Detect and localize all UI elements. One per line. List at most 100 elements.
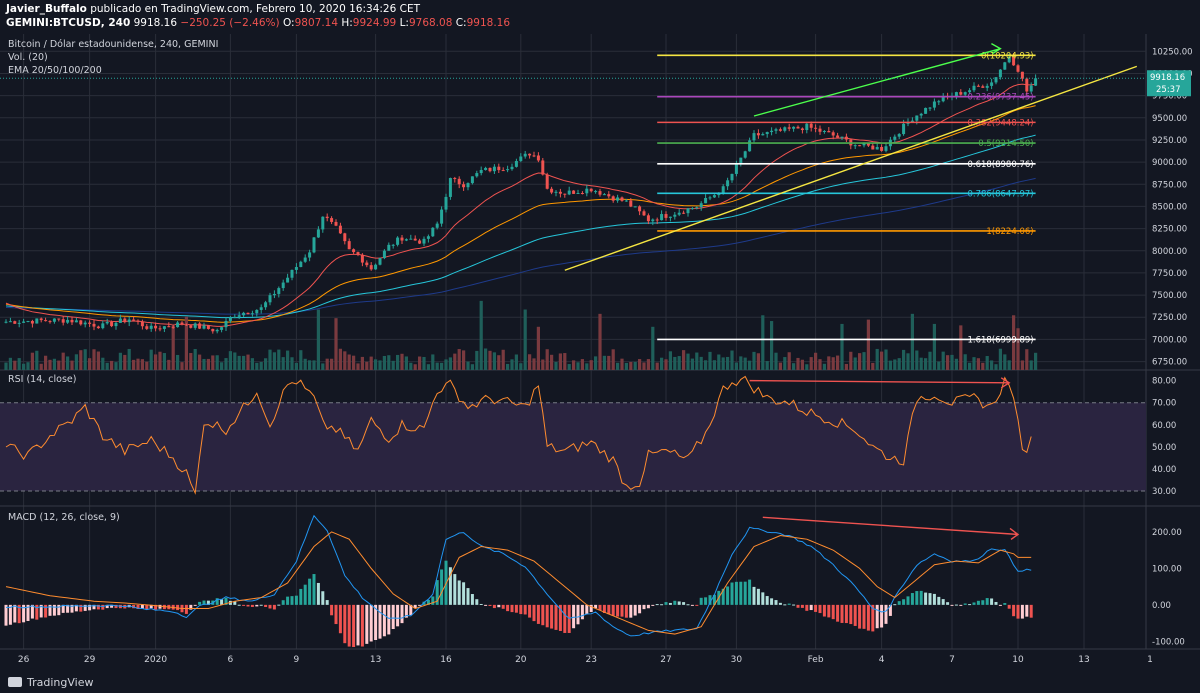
volume-bar [1007, 360, 1011, 370]
x-tick-label: 16 [440, 655, 452, 665]
candle-body [690, 208, 694, 210]
volume-bar [910, 313, 914, 370]
volume-bar [70, 360, 74, 370]
macd-histogram-bar [431, 596, 435, 605]
macd-histogram-bar [44, 604, 48, 618]
author-name[interactable]: Javier_Buffalo [6, 3, 87, 15]
candle-body [528, 153, 532, 156]
volume-bar [154, 354, 158, 370]
volume-bar [963, 354, 967, 370]
macd-histogram-bar [479, 603, 483, 605]
candle-body [514, 160, 518, 167]
macd-histogram-bar [184, 604, 188, 614]
volume-bar [259, 361, 263, 370]
volume-bar [611, 349, 615, 370]
price-tick-label: 6750.00 [1152, 358, 1187, 368]
volume-bar [242, 355, 246, 370]
candle-body [651, 219, 655, 222]
rsi-line [5, 375, 1032, 495]
macd-histogram-bar [822, 604, 826, 617]
volume-bar [730, 350, 734, 370]
macd-divergence-arrowhead [1009, 527, 1020, 541]
candle-body [567, 190, 571, 195]
candle-body [61, 319, 65, 323]
price-badge [1147, 70, 1191, 97]
macd-histogram-bar [101, 604, 105, 610]
candle-body [563, 193, 567, 195]
candle-body [655, 219, 659, 221]
volume-bar [831, 357, 835, 370]
candle-body [321, 216, 325, 230]
volume-bar [88, 358, 92, 370]
candle-body [325, 216, 329, 219]
macd-histogram-bar [48, 604, 52, 616]
volume-bar [374, 359, 378, 370]
volume-bar [954, 358, 958, 370]
macd-histogram-bar [220, 599, 224, 605]
macd-histogram-bar [633, 604, 637, 616]
macd-histogram-bar [132, 604, 136, 609]
rsi-tick-label: 30.00 [1152, 487, 1176, 497]
volume-bar [558, 353, 562, 370]
candle-body [616, 197, 620, 201]
volume-bar [211, 355, 215, 370]
volume-bar [334, 318, 338, 370]
candle-body [1007, 56, 1011, 63]
candle-body [52, 318, 56, 322]
volume-bar [998, 348, 1002, 370]
candle-body [994, 77, 998, 83]
volume-bar [1016, 328, 1020, 370]
candle-body [277, 288, 281, 294]
volume-bar [550, 354, 554, 370]
candle-body [497, 166, 501, 171]
candle-body [607, 194, 611, 197]
candle-body [748, 140, 752, 152]
candle-body [426, 236, 430, 239]
last-price: 9918.16 [133, 17, 178, 29]
candle-body [1012, 56, 1016, 66]
volume-bar [792, 363, 796, 370]
candle-body [695, 207, 699, 209]
candle-body [448, 178, 452, 197]
volume-bar [721, 357, 725, 370]
candle-body [827, 131, 831, 133]
macd-histogram-bar [756, 588, 760, 605]
volume-bar [1025, 349, 1029, 370]
macd-histogram-bar [356, 604, 360, 646]
macd-histogram-bar [378, 604, 382, 639]
candle-body [765, 132, 769, 135]
candle-body [932, 101, 936, 108]
candle-body [972, 85, 976, 91]
volume-bar [836, 355, 840, 370]
candle-body [184, 324, 188, 326]
volume-bar [13, 360, 17, 370]
candle-body [281, 282, 285, 289]
chart-canvas[interactable]: 26 29 2020 6 9 13 16 20 23 27 30 Feb 4 7 10 13 1 10250.00… [0, 34, 1200, 673]
macd-histogram-bar [616, 604, 620, 617]
candle-body [629, 200, 633, 207]
volume-bar [290, 357, 294, 370]
macd-histogram-bar [510, 604, 514, 613]
candle-body [167, 326, 171, 328]
candle-body [532, 155, 536, 157]
candle-body [717, 194, 721, 196]
macd-histogram-bar [74, 604, 78, 612]
candle-body [506, 169, 510, 171]
tradingview-logo[interactable]: TradingView [8, 676, 93, 689]
volume-bar [418, 356, 422, 370]
macd-histogram-bar [506, 604, 510, 612]
macd-line [5, 514, 1032, 637]
candle-body [330, 218, 334, 222]
macd-histogram-bar [52, 604, 56, 616]
rsi-tick-label: 60.00 [1152, 421, 1176, 431]
x-tick-label: 23 [585, 655, 596, 665]
candle-body [752, 133, 756, 141]
volume-bar [739, 356, 743, 370]
candle-body [250, 313, 254, 315]
macd-histogram-bar [629, 604, 633, 618]
macd-histogram-bar [440, 569, 444, 605]
macd-histogram-bar [580, 604, 584, 620]
macd-histogram-bar [233, 601, 237, 605]
candle-body [444, 196, 448, 210]
volume-bar [985, 356, 989, 370]
